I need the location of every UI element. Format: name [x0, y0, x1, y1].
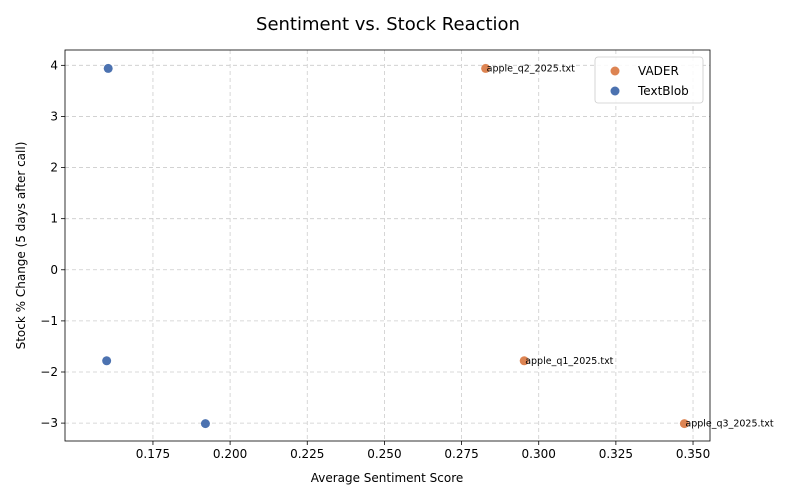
- point-annotation: apple_q3_2025.txt: [685, 419, 773, 430]
- y-tick-label: 0: [50, 263, 58, 277]
- y-tick-label: 3: [50, 109, 58, 123]
- legend: VADER TextBlob: [594, 56, 704, 104]
- y-tick-label: 1: [50, 212, 58, 226]
- textblob-point: [200, 419, 210, 429]
- textblob-point: [103, 63, 113, 73]
- chart-title: Sentiment vs. Stock Reaction: [256, 14, 520, 35]
- x-axis: 0.175 0.200 0.225 0.250 0.275 0.300 0.325 0.350: [136, 441, 710, 461]
- x-axis-label: Average Sentiment Score: [311, 471, 464, 485]
- x-tick-label: 0.275: [444, 447, 478, 461]
- legend-label-vader: VADER: [638, 64, 679, 78]
- point-annotations: apple_q2_2025.txt apple_q1_2025.txt apple_…: [487, 63, 774, 429]
- vader-point: [519, 356, 529, 366]
- legend-marker-textblob: [610, 86, 620, 96]
- data-points: [102, 63, 689, 429]
- x-tick-label: 0.175: [136, 447, 170, 461]
- x-tick-label: 0.250: [367, 447, 401, 461]
- x-tick-label: 0.350: [676, 447, 710, 461]
- point-annotation: apple_q2_2025.txt: [487, 63, 575, 74]
- y-axis: −3 −2 −1 0 1 2 3 4: [40, 58, 65, 430]
- point-annotation: apple_q1_2025.txt: [525, 356, 613, 367]
- y-tick-label: 2: [50, 161, 58, 175]
- legend-marker-vader: [610, 66, 620, 76]
- y-tick-label: −1: [40, 314, 58, 328]
- legend-box: [594, 56, 704, 104]
- x-tick-label: 0.225: [290, 447, 324, 461]
- grid: [65, 50, 710, 441]
- vader-point: [481, 63, 491, 73]
- x-tick-label: 0.300: [522, 447, 556, 461]
- x-tick-label: 0.200: [213, 447, 247, 461]
- y-tick-label: −3: [40, 416, 58, 430]
- x-tick-label: 0.325: [599, 447, 633, 461]
- legend-label-textblob: TextBlob: [637, 84, 689, 98]
- vader-point: [679, 419, 689, 429]
- textblob-point: [102, 356, 112, 366]
- y-tick-label: −2: [40, 365, 58, 379]
- y-axis-label: Stock % Change (5 days after call): [14, 142, 28, 350]
- y-tick-label: 4: [50, 58, 58, 72]
- plot-frame: [64, 49, 711, 442]
